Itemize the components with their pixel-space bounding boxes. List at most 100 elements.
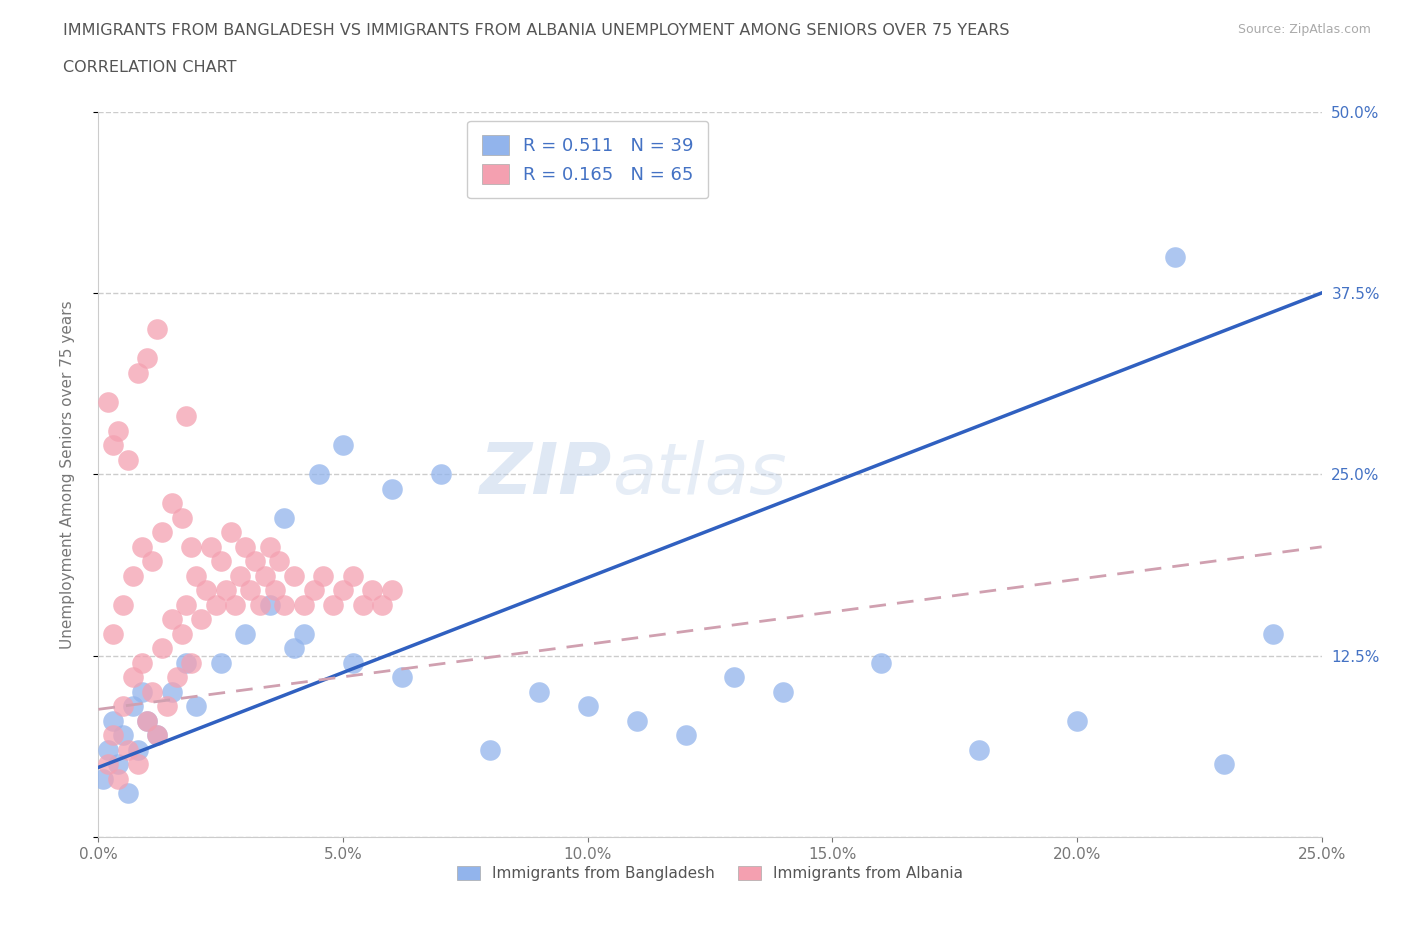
- Point: [478, 742, 501, 757]
- Point: [233, 539, 256, 554]
- Point: [239, 583, 262, 598]
- Point: [269, 554, 291, 569]
- Point: [283, 641, 305, 656]
- Point: [342, 656, 364, 671]
- Legend: Immigrants from Bangladesh, Immigrants from Albania: Immigrants from Bangladesh, Immigrants f…: [451, 860, 969, 887]
- Point: [1212, 757, 1234, 772]
- Point: [101, 627, 124, 642]
- Point: [576, 699, 599, 714]
- Point: [332, 438, 354, 453]
- Point: [263, 583, 285, 598]
- Point: [371, 597, 394, 612]
- Point: [292, 627, 315, 642]
- Y-axis label: Unemployment Among Seniors over 75 years: Unemployment Among Seniors over 75 years: [60, 300, 75, 648]
- Point: [111, 728, 134, 743]
- Point: [127, 742, 149, 757]
- Point: [190, 612, 212, 627]
- Point: [209, 656, 232, 671]
- Text: atlas: atlas: [612, 440, 787, 509]
- Point: [352, 597, 374, 612]
- Point: [101, 728, 124, 743]
- Point: [322, 597, 344, 612]
- Point: [381, 583, 404, 598]
- Point: [186, 568, 208, 583]
- Point: [141, 684, 163, 699]
- Point: [136, 713, 159, 728]
- Point: [107, 772, 129, 787]
- Text: Source: ZipAtlas.com: Source: ZipAtlas.com: [1237, 23, 1371, 36]
- Point: [249, 597, 271, 612]
- Point: [243, 554, 266, 569]
- Point: [117, 452, 139, 467]
- Point: [675, 728, 697, 743]
- Point: [97, 757, 120, 772]
- Point: [527, 684, 550, 699]
- Point: [127, 757, 149, 772]
- Point: [312, 568, 335, 583]
- Point: [229, 568, 252, 583]
- Point: [1066, 713, 1088, 728]
- Point: [233, 627, 256, 642]
- Point: [146, 728, 169, 743]
- Point: [131, 539, 153, 554]
- Text: CORRELATION CHART: CORRELATION CHART: [63, 60, 236, 75]
- Point: [259, 597, 281, 612]
- Point: [772, 684, 794, 699]
- Point: [111, 597, 134, 612]
- Point: [150, 525, 173, 539]
- Point: [150, 641, 173, 656]
- Point: [1261, 627, 1284, 642]
- Text: IMMIGRANTS FROM BANGLADESH VS IMMIGRANTS FROM ALBANIA UNEMPLOYMENT AMONG SENIORS: IMMIGRANTS FROM BANGLADESH VS IMMIGRANTS…: [63, 23, 1010, 38]
- Point: [160, 496, 183, 511]
- Point: [121, 699, 143, 714]
- Point: [107, 757, 129, 772]
- Point: [283, 568, 305, 583]
- Point: [870, 656, 893, 671]
- Point: [131, 684, 153, 699]
- Point: [430, 467, 453, 482]
- Point: [186, 699, 208, 714]
- Point: [166, 670, 188, 684]
- Point: [308, 467, 330, 482]
- Point: [342, 568, 364, 583]
- Point: [391, 670, 413, 684]
- Point: [131, 656, 153, 671]
- Point: [273, 511, 295, 525]
- Point: [117, 742, 139, 757]
- Point: [626, 713, 648, 728]
- Point: [1164, 249, 1187, 264]
- Point: [273, 597, 295, 612]
- Point: [302, 583, 325, 598]
- Point: [136, 713, 159, 728]
- Point: [160, 612, 183, 627]
- Text: ZIP: ZIP: [479, 440, 612, 509]
- Point: [91, 772, 114, 787]
- Point: [101, 713, 124, 728]
- Point: [176, 597, 198, 612]
- Point: [214, 583, 236, 598]
- Point: [97, 742, 120, 757]
- Point: [224, 597, 246, 612]
- Point: [292, 597, 315, 612]
- Point: [136, 351, 159, 365]
- Point: [180, 539, 202, 554]
- Point: [200, 539, 222, 554]
- Point: [170, 627, 193, 642]
- Point: [967, 742, 990, 757]
- Point: [146, 322, 169, 337]
- Point: [107, 423, 129, 438]
- Point: [97, 394, 120, 409]
- Point: [156, 699, 179, 714]
- Point: [180, 656, 202, 671]
- Point: [117, 786, 139, 801]
- Point: [723, 670, 745, 684]
- Point: [361, 583, 384, 598]
- Point: [111, 699, 134, 714]
- Point: [209, 554, 232, 569]
- Point: [127, 365, 149, 380]
- Point: [121, 568, 143, 583]
- Point: [253, 568, 276, 583]
- Point: [101, 438, 124, 453]
- Point: [259, 539, 281, 554]
- Point: [195, 583, 218, 598]
